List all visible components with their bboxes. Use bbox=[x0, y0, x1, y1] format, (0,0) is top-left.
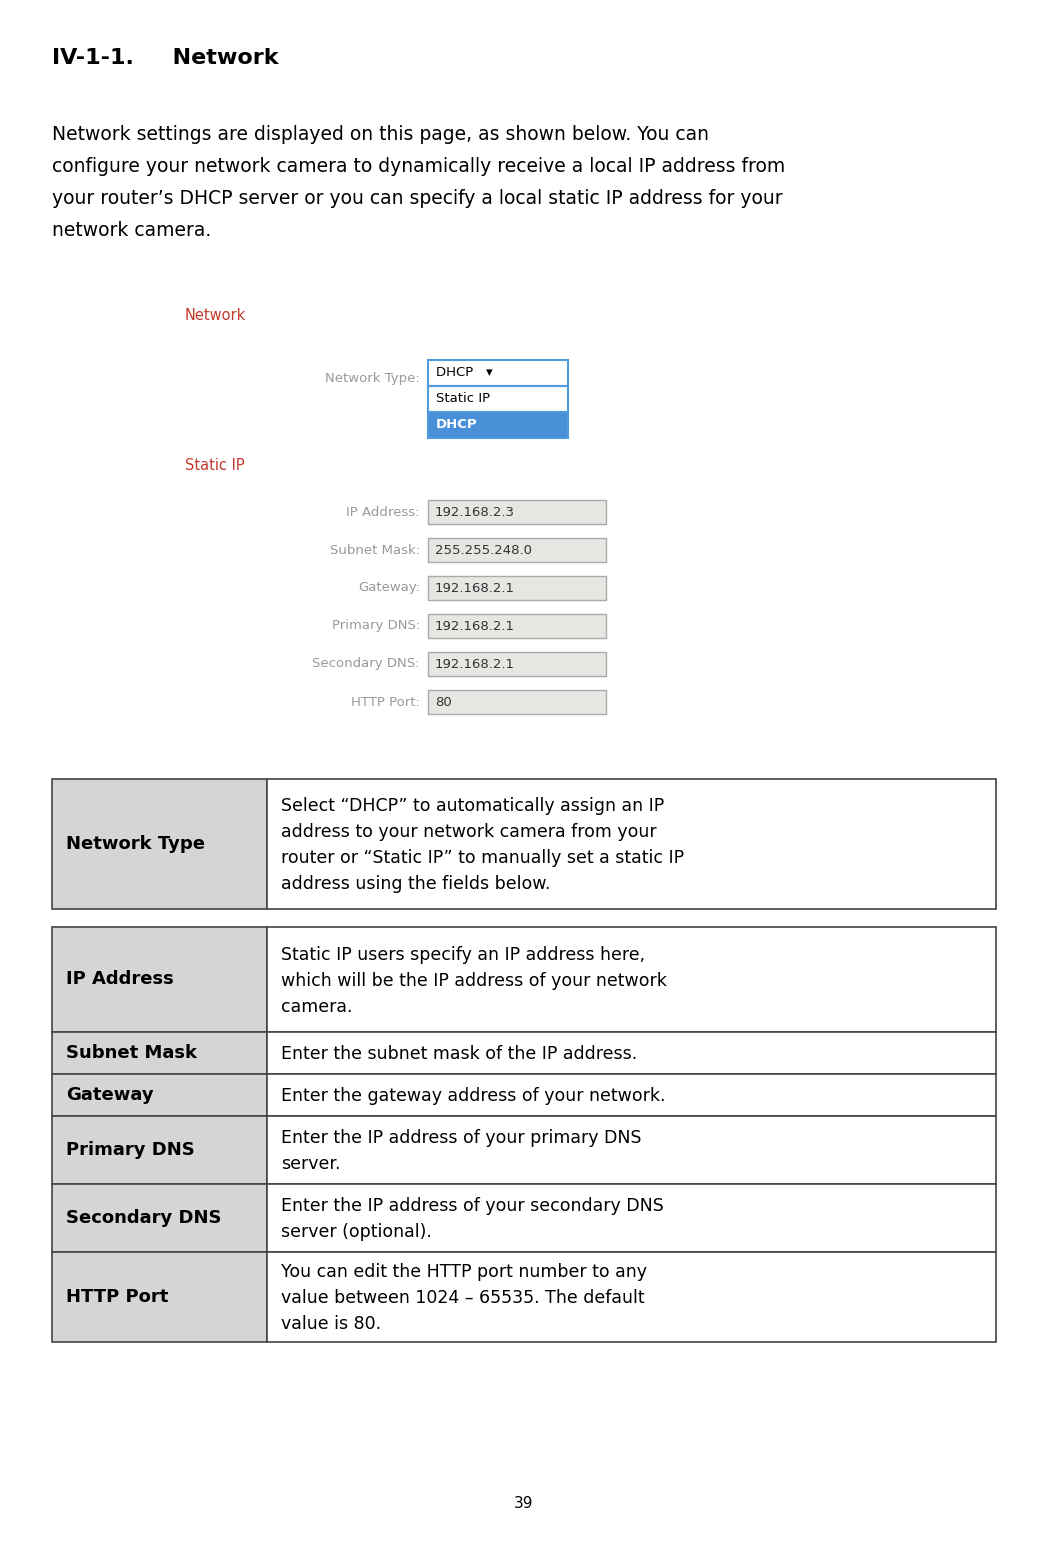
Text: router or “Static IP” to manually set a static IP: router or “Static IP” to manually set a … bbox=[281, 850, 684, 867]
Text: Select “DHCP” to automatically assign an IP: Select “DHCP” to automatically assign an… bbox=[281, 797, 664, 816]
Text: IP Address: IP Address bbox=[66, 970, 174, 988]
Text: 192.168.2.1: 192.168.2.1 bbox=[435, 620, 515, 632]
Bar bbox=[52, 1184, 267, 1252]
Text: Secondary DNS: Secondary DNS bbox=[66, 1209, 221, 1227]
Text: HTTP Port:: HTTP Port: bbox=[351, 695, 420, 708]
Bar bbox=[428, 577, 606, 600]
Bar bbox=[267, 1116, 996, 1184]
Text: network camera.: network camera. bbox=[52, 221, 212, 241]
Bar bbox=[428, 538, 606, 561]
Text: DHCP: DHCP bbox=[436, 418, 478, 432]
Text: Gateway:: Gateway: bbox=[357, 581, 420, 595]
Bar bbox=[52, 1116, 267, 1184]
Text: configure your network camera to dynamically receive a local IP address from: configure your network camera to dynamic… bbox=[52, 157, 785, 176]
Bar bbox=[267, 1032, 996, 1073]
Text: value is 80.: value is 80. bbox=[281, 1315, 381, 1332]
Text: IV-1-1.     Network: IV-1-1. Network bbox=[52, 48, 279, 68]
Text: address using the fields below.: address using the fields below. bbox=[281, 874, 550, 893]
Text: 192.168.2.1: 192.168.2.1 bbox=[435, 657, 515, 671]
Bar bbox=[267, 779, 996, 908]
Bar bbox=[52, 1252, 267, 1342]
Text: camera.: camera. bbox=[281, 998, 352, 1016]
Text: Static IP: Static IP bbox=[185, 458, 244, 473]
Text: Subnet Mask: Subnet Mask bbox=[66, 1044, 197, 1062]
Bar bbox=[267, 1184, 996, 1252]
Bar bbox=[428, 652, 606, 675]
Text: server.: server. bbox=[281, 1155, 341, 1173]
Bar bbox=[52, 927, 267, 1032]
Text: Static IP users specify an IP address here,: Static IP users specify an IP address he… bbox=[281, 945, 646, 964]
Text: Subnet Mask:: Subnet Mask: bbox=[330, 543, 420, 557]
Text: Primary DNS: Primary DNS bbox=[66, 1141, 195, 1160]
Text: 192.168.2.3: 192.168.2.3 bbox=[435, 506, 515, 518]
Text: 192.168.2.1: 192.168.2.1 bbox=[435, 581, 515, 595]
Text: Secondary DNS:: Secondary DNS: bbox=[312, 657, 420, 671]
Text: Static IP: Static IP bbox=[436, 393, 490, 406]
Bar bbox=[52, 1032, 267, 1073]
Text: Network settings are displayed on this page, as shown below. You can: Network settings are displayed on this p… bbox=[52, 125, 709, 143]
Text: Enter the gateway address of your network.: Enter the gateway address of your networ… bbox=[281, 1087, 665, 1106]
Text: DHCP   ▾: DHCP ▾ bbox=[436, 367, 493, 379]
Bar bbox=[428, 614, 606, 638]
Text: 255.255.248.0: 255.255.248.0 bbox=[435, 543, 532, 557]
Bar bbox=[52, 1073, 267, 1116]
Bar bbox=[267, 1073, 996, 1116]
Bar bbox=[428, 689, 606, 714]
Bar bbox=[267, 927, 996, 1032]
Text: Network: Network bbox=[185, 308, 246, 322]
Text: Enter the subnet mask of the IP address.: Enter the subnet mask of the IP address. bbox=[281, 1045, 637, 1062]
Text: value between 1024 – 65535. The default: value between 1024 – 65535. The default bbox=[281, 1289, 645, 1308]
Text: server (optional).: server (optional). bbox=[281, 1223, 432, 1241]
Text: Enter the IP address of your secondary DNS: Enter the IP address of your secondary D… bbox=[281, 1197, 663, 1215]
Text: You can edit the HTTP port number to any: You can edit the HTTP port number to any bbox=[281, 1263, 647, 1281]
Text: Enter the IP address of your primary DNS: Enter the IP address of your primary DNS bbox=[281, 1129, 641, 1147]
Text: which will be the IP address of your network: which will be the IP address of your net… bbox=[281, 971, 667, 990]
Bar bbox=[428, 500, 606, 524]
Bar bbox=[267, 1252, 996, 1342]
Text: IP Address:: IP Address: bbox=[347, 506, 420, 518]
Bar bbox=[428, 412, 568, 438]
Bar bbox=[52, 779, 267, 908]
Text: address to your network camera from your: address to your network camera from your bbox=[281, 823, 657, 840]
Text: Primary DNS:: Primary DNS: bbox=[332, 620, 420, 632]
Text: Network Type: Network Type bbox=[66, 836, 205, 853]
Text: your router’s DHCP server or you can specify a local static IP address for your: your router’s DHCP server or you can spe… bbox=[52, 190, 783, 208]
Text: 80: 80 bbox=[435, 695, 452, 708]
Bar bbox=[428, 359, 568, 386]
Text: HTTP Port: HTTP Port bbox=[66, 1288, 169, 1306]
Text: Network Type:: Network Type: bbox=[325, 372, 420, 386]
Bar bbox=[428, 386, 568, 412]
Text: Gateway: Gateway bbox=[66, 1086, 154, 1104]
Text: 39: 39 bbox=[515, 1496, 533, 1511]
